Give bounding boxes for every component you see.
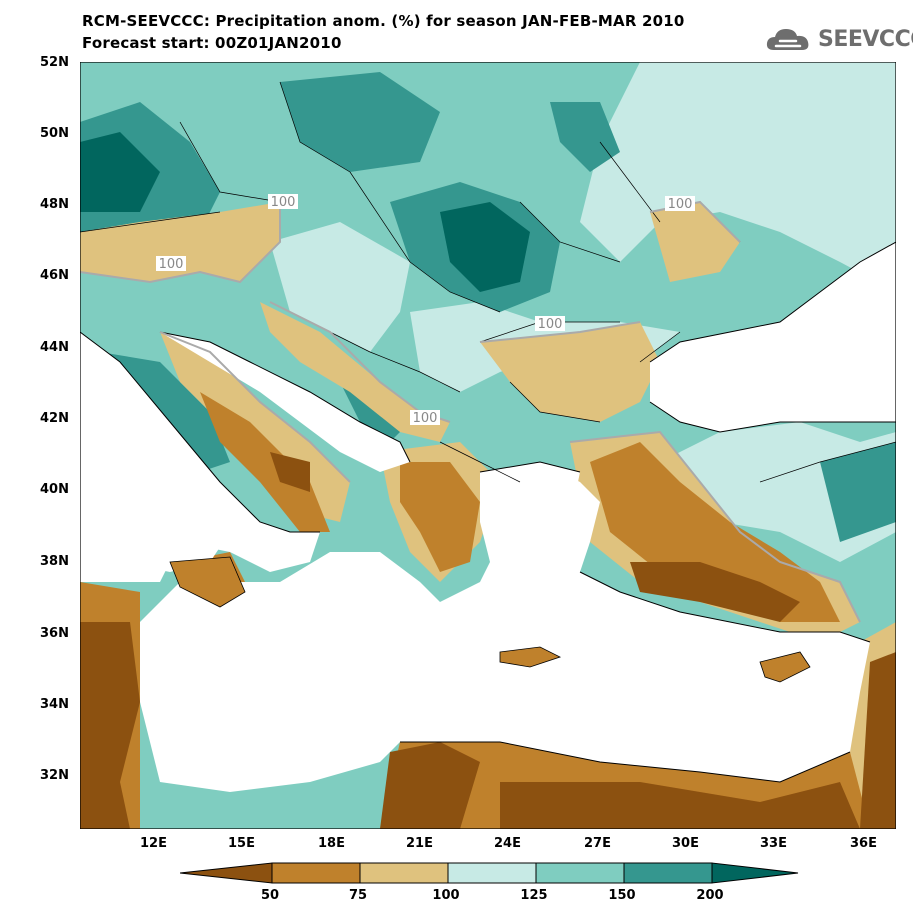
region-100-125-north — [580, 62, 896, 292]
svg-text:100: 100 — [271, 195, 296, 210]
contour-100 — [80, 200, 861, 623]
region-75-100-ukraine — [650, 202, 740, 282]
colorbar-100-125 — [447, 862, 537, 884]
colorbar-75-100 — [359, 862, 449, 884]
region-lt50-cyrenaica — [380, 742, 480, 829]
region-75-100-adriatic-coast — [260, 302, 450, 442]
lat-label: 36N — [40, 626, 69, 641]
lon-label: 27E — [584, 836, 611, 851]
cloud-icon — [766, 29, 809, 50]
colorbar-150-200 — [623, 862, 713, 884]
svg-text:100: 100 — [413, 411, 438, 426]
colorbar — [180, 862, 799, 884]
colorbar-label: 75 — [348, 888, 368, 903]
cyprus-island — [759, 651, 811, 683]
region-lt50-italy — [270, 452, 310, 492]
lat-label: 40N — [40, 482, 69, 497]
logo-text: SEEVCCC — [818, 26, 913, 52]
coastline — [80, 241, 896, 783]
map-title: RCM-SEEVCCC: Precipitation anom. (%) for… — [82, 12, 685, 30]
contour-label-1: 100 — [268, 194, 298, 210]
lat-label: 46N — [40, 268, 69, 283]
region-150-200-east — [550, 102, 620, 172]
lat-label: 38N — [40, 554, 69, 569]
precipitation-anomaly-map: 100 100 100 100 100 — [80, 62, 896, 829]
colorbar-gt200 — [711, 862, 799, 884]
contour-label-3: 100 — [665, 196, 695, 212]
lat-label: 48N — [40, 197, 69, 212]
svg-text:100: 100 — [538, 317, 563, 332]
lon-label: 21E — [406, 836, 433, 851]
svg-text:100: 100 — [159, 257, 184, 272]
mediterranean-sea — [80, 332, 870, 792]
lon-label: 18E — [318, 836, 345, 851]
lat-label: 42N — [40, 411, 69, 426]
black-sea — [650, 242, 896, 432]
lat-label: 50N — [40, 126, 69, 141]
region-150-200-turkey-east — [820, 442, 896, 542]
forecast-start-label: Forecast start: 00Z01JAN2010 — [82, 34, 342, 52]
colorbar-lt50 — [180, 862, 273, 884]
region-lt50-anatolia — [630, 562, 800, 622]
lat-label: 34N — [40, 697, 69, 712]
lon-label: 24E — [494, 836, 521, 851]
svg-text:100: 100 — [668, 197, 693, 212]
contour-label-4: 100 — [535, 316, 565, 332]
colorbar-label: 150 — [608, 888, 636, 903]
colorbar-label: 50 — [260, 888, 280, 903]
lon-label: 33E — [760, 836, 787, 851]
sicily-island — [169, 556, 246, 608]
region-50-75-italy — [200, 392, 330, 532]
lon-label: 36E — [850, 836, 877, 851]
adriatic-sea — [160, 332, 410, 472]
colorbar-label: 125 — [520, 888, 548, 903]
lat-label: 32N — [40, 768, 69, 783]
lat-label: 44N — [40, 340, 69, 355]
region-lt50-africa-west — [80, 622, 140, 829]
tyrrhenian-sea — [80, 362, 230, 572]
region-lt50-levant — [860, 652, 896, 829]
region-50-75-anatolia — [590, 442, 840, 622]
region-50-75-greece — [400, 462, 480, 572]
region-gt200-carpathian — [440, 202, 530, 292]
colorbar-label: 200 — [696, 888, 724, 903]
region-lt50-egypt — [500, 782, 860, 829]
seevccc-logo: SEEVCCC — [764, 22, 913, 56]
lon-label: 30E — [672, 836, 699, 851]
contour-label-2: 100 — [156, 256, 186, 272]
lat-label: 52N — [40, 55, 69, 70]
crete-island — [499, 646, 562, 668]
aegean-sea — [480, 462, 580, 582]
region-150-200-poland — [280, 72, 440, 172]
colorbar-50-75 — [271, 862, 361, 884]
colorbar-125-150 — [535, 862, 625, 884]
lon-label: 15E — [228, 836, 255, 851]
contour-label-5: 100 — [410, 410, 440, 426]
lon-label: 12E — [140, 836, 167, 851]
colorbar-label: 100 — [432, 888, 460, 903]
region-gt200-west — [80, 132, 160, 212]
region-75-100-alps — [80, 202, 280, 282]
